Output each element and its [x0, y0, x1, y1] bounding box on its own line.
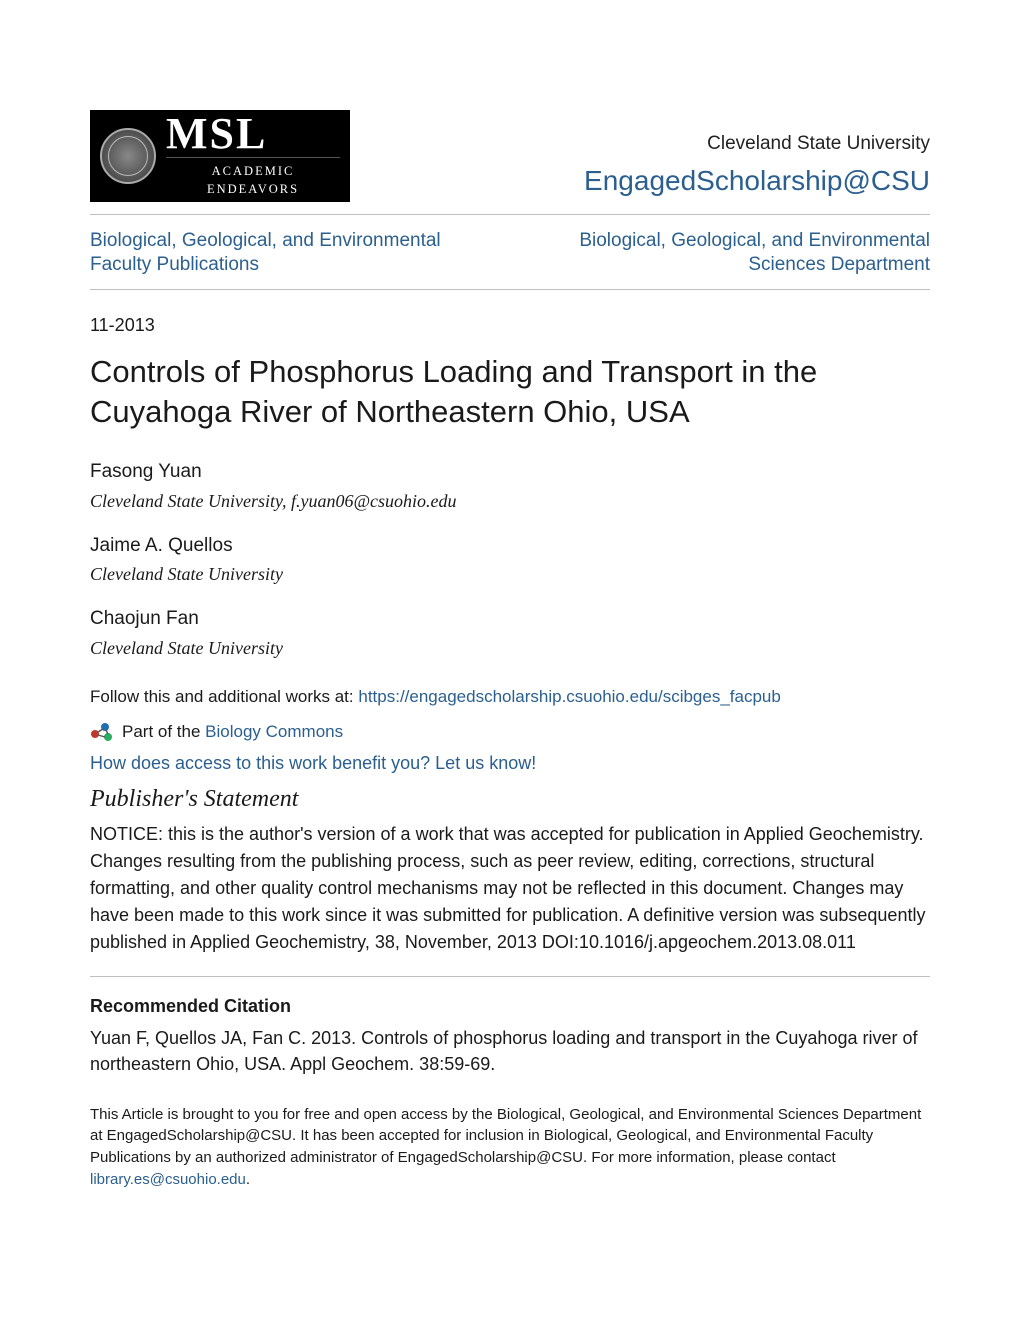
logo-block: MSL ACADEMIC ENDEAVORS — [90, 110, 350, 202]
network-icon — [90, 720, 114, 744]
publication-date: 11-2013 — [90, 312, 930, 338]
divider — [90, 289, 930, 290]
commons-link[interactable]: Biology Commons — [205, 722, 343, 741]
page-header: MSL ACADEMIC ENDEAVORS Cleveland State U… — [90, 110, 930, 202]
author-block: Chaojun Fan Cleveland State University — [90, 605, 930, 661]
partof-text: Part of the Biology Commons — [122, 720, 343, 745]
follow-url[interactable]: https://engagedscholarship.csuohio.edu/s… — [358, 687, 780, 706]
author-block: Jaime A. Quellos Cleveland State Univers… — [90, 532, 930, 588]
logo-text: MSL — [166, 114, 340, 154]
footer-text-before: This Article is brought to you for free … — [90, 1106, 921, 1167]
collection-link[interactable]: Biological, Geological, and Environmenta… — [90, 229, 493, 277]
university-name: Cleveland State University — [584, 130, 930, 158]
department-link[interactable]: Biological, Geological, and Environmenta… — [527, 229, 930, 277]
footer-text-after: . — [246, 1171, 250, 1188]
follow-line: Follow this and additional works at: htt… — [90, 685, 930, 710]
contact-email-link[interactable]: library.es@csuohio.edu — [90, 1171, 246, 1188]
author-name: Chaojun Fan — [90, 605, 930, 633]
access-benefit-link[interactable]: How does access to this work benefit you… — [90, 750, 930, 776]
author-affiliation: Cleveland State University — [90, 635, 930, 661]
logo-tagline: ACADEMIC ENDEAVORS — [166, 157, 340, 198]
publisher-statement-body: NOTICE: this is the author's version of … — [90, 821, 930, 956]
author-affiliation: Cleveland State University, f.yuan06@csu… — [90, 488, 930, 514]
open-access-note: This Article is brought to you for free … — [90, 1104, 930, 1191]
recommended-citation-heading: Recommended Citation — [90, 993, 930, 1019]
partof-label: Part of the — [122, 722, 200, 741]
publisher-statement-heading: Publisher's Statement — [90, 782, 930, 817]
article-title: Controls of Phosphorus Loading and Trans… — [90, 352, 930, 433]
author-affiliation: Cleveland State University — [90, 561, 930, 587]
divider — [90, 214, 930, 215]
follow-label: Follow this and additional works at: — [90, 687, 354, 706]
recommended-citation-body: Yuan F, Quellos JA, Fan C. 2013. Control… — [90, 1025, 930, 1077]
university-seal-icon — [100, 128, 156, 184]
breadcrumb-row: Biological, Geological, and Environmenta… — [90, 229, 930, 277]
author-name: Fasong Yuan — [90, 458, 930, 486]
author-block: Fasong Yuan Cleveland State University, … — [90, 458, 930, 514]
repository-link[interactable]: EngagedScholarship@CSU — [584, 165, 930, 196]
author-email: f.yuan06@csuohio.edu — [291, 491, 457, 511]
msl-logo: MSL ACADEMIC ENDEAVORS — [90, 110, 350, 202]
author-name: Jaime A. Quellos — [90, 532, 930, 560]
divider — [90, 976, 930, 977]
partof-row: Part of the Biology Commons — [90, 720, 930, 745]
institution-block: Cleveland State University EngagedSchola… — [584, 130, 930, 202]
author-institution: Cleveland State University — [90, 491, 282, 511]
